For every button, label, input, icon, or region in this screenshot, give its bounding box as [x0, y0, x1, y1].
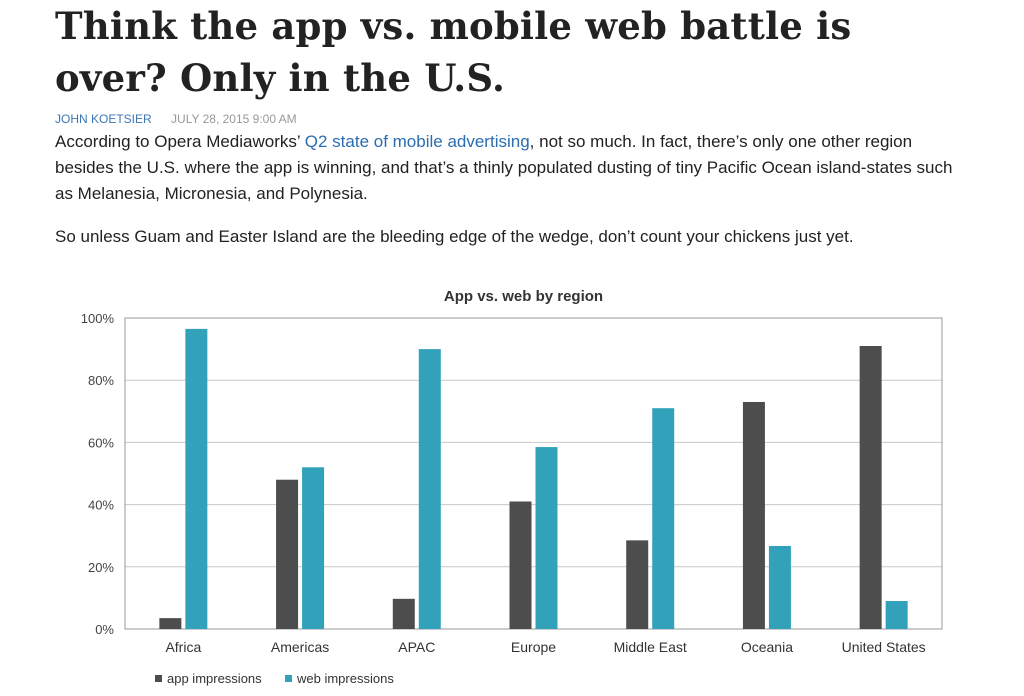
paragraph-1: According to Opera Mediaworks’ Q2 state … [55, 129, 955, 207]
bar-web-impressions [418, 349, 441, 629]
bar-web-impressions [652, 408, 675, 629]
bar-app-impressions [392, 598, 415, 629]
y-tick-label: 40% [88, 498, 114, 513]
x-tick-label: Oceania [741, 639, 793, 655]
bar-app-impressions [509, 501, 532, 629]
bar-app-impressions [276, 479, 299, 629]
bar-web-impressions [885, 601, 908, 629]
bar-web-impressions [768, 545, 791, 629]
x-tick-label: Europe [511, 639, 556, 655]
paragraph-2: So unless Guam and Easter Island are the… [55, 227, 854, 246]
x-tick-label: Americas [271, 639, 329, 655]
chart-title: App vs. web by region [444, 288, 603, 305]
bar-app-impressions [742, 401, 765, 629]
x-tick-label: United States [842, 639, 926, 655]
legend-swatch [155, 675, 162, 682]
plot-area [124, 317, 943, 630]
publish-date: JULY 28, 2015 9:00 AM [171, 112, 297, 126]
legend-swatch [285, 675, 292, 682]
legend-label: app impressions [167, 671, 262, 686]
paragraph-1-text-end: , not so much. In fact, there’s only one… [55, 132, 953, 203]
y-tick-label: 0% [95, 622, 114, 637]
legend-label: web impressions [296, 671, 394, 686]
article-title: Think the app vs. mobile web battle is o… [55, 4, 852, 100]
byline: JOHN KOETSIER JULY 28, 2015 9:00 AM [55, 112, 297, 126]
paragraph-1-text-start: According to Opera Mediaworks’ [55, 132, 305, 151]
bar-web-impressions [302, 467, 325, 629]
y-tick-label: 100% [81, 311, 115, 326]
bar-app-impressions [859, 345, 882, 629]
y-tick-label: 60% [88, 435, 114, 450]
x-tick-label: Middle East [614, 639, 687, 655]
x-tick-label: Africa [165, 639, 201, 655]
report-link[interactable]: Q2 state of mobile advertising [304, 132, 530, 151]
y-tick-label: 20% [88, 560, 114, 575]
bar-web-impressions [535, 447, 558, 629]
bar-app-impressions [159, 618, 182, 629]
y-tick-label: 80% [88, 373, 114, 388]
bar-app-impressions [626, 540, 649, 629]
author-link[interactable]: JOHN KOETSIER [55, 112, 152, 126]
bar-web-impressions [185, 328, 208, 629]
bar-chart: App vs. web by region 0% 20% 40% 60% 80% 100% A… [81, 288, 943, 686]
x-tick-label: APAC [398, 639, 435, 655]
